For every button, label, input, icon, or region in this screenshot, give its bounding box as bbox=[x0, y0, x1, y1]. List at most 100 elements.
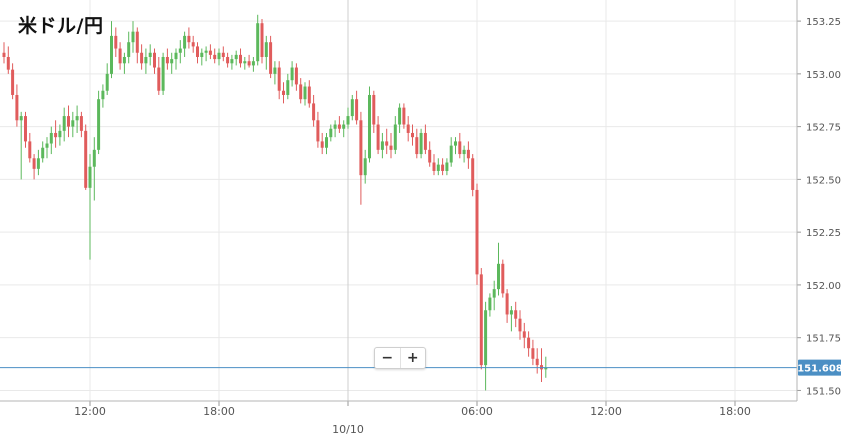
candle-body bbox=[423, 132, 427, 150]
zoom-in-button[interactable]: + bbox=[399, 348, 426, 368]
candle-body bbox=[264, 42, 268, 57]
y-tick-label: 152.750 bbox=[806, 123, 841, 134]
y-tick-label: 153.000 bbox=[806, 70, 841, 81]
candle-body bbox=[492, 289, 496, 298]
candle-body bbox=[28, 141, 32, 159]
current-price-tag bbox=[798, 359, 841, 376]
candle-body bbox=[406, 124, 410, 133]
candle-body bbox=[118, 48, 122, 64]
candle-body bbox=[49, 132, 53, 144]
candle-body bbox=[372, 94, 376, 125]
candle-body bbox=[191, 42, 195, 47]
candle-body bbox=[230, 59, 234, 64]
candle-body bbox=[200, 52, 204, 57]
candle-body bbox=[337, 124, 341, 129]
candle-body bbox=[466, 149, 470, 159]
candle-body bbox=[449, 145, 453, 163]
candle-body bbox=[140, 52, 144, 64]
candle-body bbox=[221, 52, 225, 57]
candle-body bbox=[204, 50, 208, 53]
candle-body bbox=[320, 141, 324, 148]
candle-body bbox=[346, 116, 350, 125]
candle-body bbox=[475, 189, 479, 275]
candle-body bbox=[385, 141, 389, 146]
candle-body bbox=[97, 99, 101, 150]
candle-body bbox=[153, 52, 156, 68]
candle-body bbox=[15, 94, 19, 121]
candle-body bbox=[71, 120, 75, 127]
y-tick-label: 152.250 bbox=[806, 228, 841, 239]
candle-body bbox=[239, 54, 242, 64]
candle-body bbox=[148, 52, 152, 57]
grid bbox=[0, 0, 797, 401]
candles bbox=[2, 14, 548, 391]
candle-body bbox=[114, 35, 118, 49]
candle-body bbox=[75, 116, 79, 121]
candle-body bbox=[509, 310, 513, 315]
candle-body bbox=[497, 263, 500, 290]
candle-body bbox=[24, 116, 27, 142]
candle-body bbox=[273, 67, 277, 74]
candle-body bbox=[165, 56, 169, 64]
candle-body bbox=[398, 107, 402, 125]
candle-body bbox=[58, 130, 62, 138]
x-tick-label: 12:00 bbox=[74, 405, 106, 418]
x-tick-label: 18:00 bbox=[203, 405, 235, 418]
candle-body bbox=[208, 50, 212, 55]
candle-body bbox=[105, 73, 109, 91]
candle-body bbox=[505, 293, 509, 315]
candle-body bbox=[290, 67, 294, 81]
x-tick-label: 18:00 bbox=[719, 405, 751, 418]
y-tick-label: 151.500 bbox=[806, 386, 841, 397]
candle-body bbox=[436, 164, 440, 171]
y-tick-label: 153.250 bbox=[806, 17, 841, 28]
candle-body bbox=[67, 116, 70, 127]
candle-body bbox=[531, 348, 535, 359]
candle-body bbox=[45, 143, 49, 148]
candle-body bbox=[488, 297, 492, 311]
candle-body bbox=[110, 35, 113, 74]
candle-body bbox=[213, 54, 217, 60]
candle-body bbox=[441, 164, 445, 171]
candle-body bbox=[527, 337, 531, 349]
candle-body bbox=[329, 128, 333, 138]
candle-body bbox=[174, 52, 178, 60]
candle-body bbox=[350, 99, 354, 117]
candle-body bbox=[62, 116, 66, 131]
candle-body bbox=[161, 56, 165, 91]
candle-body bbox=[428, 149, 432, 163]
candle-body bbox=[294, 67, 298, 85]
zoom-out-button[interactable]: − bbox=[381, 350, 394, 366]
candle-body bbox=[247, 61, 251, 66]
candle-body bbox=[479, 274, 483, 366]
candle-body bbox=[32, 158, 36, 169]
candle-body bbox=[368, 94, 371, 159]
candle-body bbox=[402, 107, 406, 125]
candle-body bbox=[307, 86, 311, 104]
candle-body bbox=[501, 263, 505, 294]
candle-body bbox=[484, 310, 488, 366]
candle-body bbox=[226, 56, 230, 64]
candle-body bbox=[286, 80, 290, 95]
candle-body bbox=[325, 137, 328, 148]
candle-body bbox=[415, 137, 419, 155]
candle-body bbox=[36, 158, 40, 169]
candle-body bbox=[170, 59, 174, 64]
candle-body bbox=[92, 149, 96, 167]
x-tick-label: 06:00 bbox=[461, 405, 493, 418]
candle-body bbox=[419, 132, 423, 155]
candle-body bbox=[535, 358, 539, 366]
candle-body bbox=[303, 86, 307, 100]
candle-body bbox=[79, 116, 83, 131]
candle-body bbox=[243, 61, 247, 64]
zoom-controls: − + bbox=[374, 347, 426, 369]
candle-body bbox=[411, 132, 414, 138]
candle-body bbox=[445, 162, 449, 171]
candle-body bbox=[101, 90, 105, 100]
candle-body bbox=[260, 23, 264, 57]
candle-body bbox=[6, 56, 10, 70]
candle-body bbox=[19, 116, 23, 121]
candle-body bbox=[299, 84, 303, 100]
